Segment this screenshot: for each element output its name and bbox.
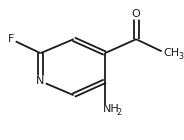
Text: N: N: [36, 76, 45, 86]
Text: NH: NH: [103, 104, 120, 114]
Text: 3: 3: [178, 52, 183, 61]
Text: F: F: [8, 34, 14, 44]
Text: 2: 2: [117, 108, 122, 117]
Text: O: O: [132, 9, 141, 19]
Text: CH: CH: [164, 48, 180, 58]
